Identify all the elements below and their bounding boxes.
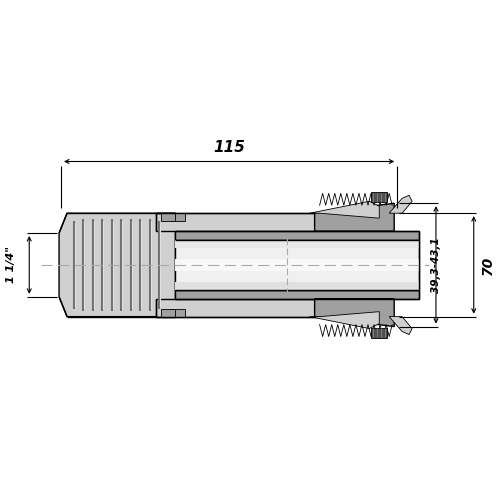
Text: 39,3-43,1: 39,3-43,1 xyxy=(431,237,441,293)
Polygon shape xyxy=(176,240,419,248)
Polygon shape xyxy=(156,213,364,231)
Polygon shape xyxy=(314,204,394,231)
Polygon shape xyxy=(176,290,419,298)
Polygon shape xyxy=(160,213,176,221)
Polygon shape xyxy=(389,316,412,334)
Text: 70: 70 xyxy=(288,284,307,298)
Text: 115: 115 xyxy=(213,140,245,155)
Polygon shape xyxy=(372,192,387,202)
Polygon shape xyxy=(372,328,387,338)
Polygon shape xyxy=(160,308,176,316)
Polygon shape xyxy=(176,240,419,290)
Polygon shape xyxy=(314,298,394,326)
Text: 1 1/4": 1 1/4" xyxy=(6,246,16,284)
Polygon shape xyxy=(170,308,186,316)
Polygon shape xyxy=(59,213,176,316)
Text: 70: 70 xyxy=(480,256,494,274)
Polygon shape xyxy=(176,231,419,240)
Polygon shape xyxy=(389,196,412,213)
Polygon shape xyxy=(176,282,419,290)
Text: 40: 40 xyxy=(344,228,362,242)
Polygon shape xyxy=(176,259,419,271)
Polygon shape xyxy=(156,298,364,316)
Polygon shape xyxy=(310,312,380,328)
Polygon shape xyxy=(310,202,380,218)
Polygon shape xyxy=(170,213,186,221)
